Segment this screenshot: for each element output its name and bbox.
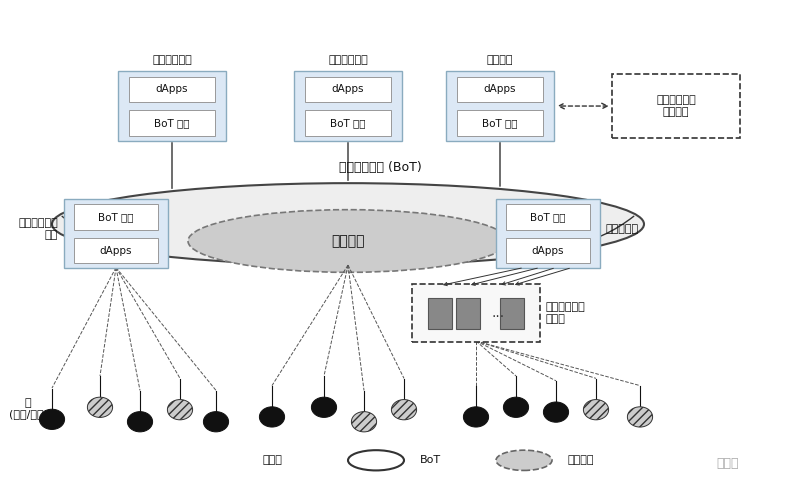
FancyBboxPatch shape <box>457 110 543 135</box>
Text: BoT 节点: BoT 节点 <box>482 118 518 128</box>
Text: 能力受限物联
网设备: 能力受限物联 网设备 <box>546 303 586 324</box>
Text: dApps: dApps <box>484 84 516 94</box>
FancyBboxPatch shape <box>457 77 543 102</box>
FancyBboxPatch shape <box>118 71 226 141</box>
FancyBboxPatch shape <box>506 204 590 229</box>
Text: BoT: BoT <box>420 455 441 465</box>
FancyBboxPatch shape <box>305 110 391 135</box>
Text: BoT 节点: BoT 节点 <box>530 212 566 222</box>
Ellipse shape <box>348 450 404 470</box>
Text: 基础设施: 基础设施 <box>331 234 365 248</box>
Ellipse shape <box>627 407 653 427</box>
Ellipse shape <box>39 409 65 429</box>
Ellipse shape <box>188 210 508 272</box>
Text: 物联网网关: 物联网网关 <box>606 224 639 234</box>
Text: BoT 节点: BoT 节点 <box>154 118 190 128</box>
Ellipse shape <box>391 400 417 420</box>
Text: 物联网区块链 (BoT): 物联网区块链 (BoT) <box>338 161 422 174</box>
FancyBboxPatch shape <box>129 110 215 135</box>
FancyBboxPatch shape <box>294 71 402 141</box>
FancyBboxPatch shape <box>456 298 480 329</box>
Text: 物联网服务器: 物联网服务器 <box>328 55 368 65</box>
Text: dApps: dApps <box>332 84 364 94</box>
Text: dApps: dApps <box>100 246 132 255</box>
FancyBboxPatch shape <box>411 284 541 342</box>
Ellipse shape <box>259 407 285 427</box>
Ellipse shape <box>311 397 337 417</box>
Text: BoT 节点: BoT 节点 <box>98 212 134 222</box>
Ellipse shape <box>351 412 377 432</box>
Text: 全功能物联网
设备: 全功能物联网 设备 <box>18 218 58 240</box>
FancyBboxPatch shape <box>64 199 168 268</box>
FancyBboxPatch shape <box>305 77 391 102</box>
FancyBboxPatch shape <box>446 71 554 141</box>
FancyBboxPatch shape <box>500 298 524 329</box>
Ellipse shape <box>543 402 569 422</box>
FancyBboxPatch shape <box>506 238 590 263</box>
Text: dApps: dApps <box>156 84 188 94</box>
FancyBboxPatch shape <box>428 298 452 329</box>
FancyBboxPatch shape <box>496 199 600 268</box>
Text: 传统物联网应
用及业务: 传统物联网应 用及业务 <box>656 95 696 117</box>
Text: 基础设施: 基础设施 <box>568 455 594 465</box>
Text: dApps: dApps <box>532 246 564 255</box>
Ellipse shape <box>463 407 489 427</box>
Ellipse shape <box>127 412 153 432</box>
Text: BoT 节点: BoT 节点 <box>330 118 366 128</box>
Text: 服务网关: 服务网关 <box>486 55 514 65</box>
FancyBboxPatch shape <box>74 238 158 263</box>
Text: 终端用户设备: 终端用户设备 <box>152 55 192 65</box>
Ellipse shape <box>496 450 552 470</box>
FancyBboxPatch shape <box>611 74 741 138</box>
Ellipse shape <box>52 183 644 265</box>
FancyBboxPatch shape <box>74 204 158 229</box>
Ellipse shape <box>203 412 229 432</box>
Text: 图例：: 图例： <box>262 455 282 465</box>
Ellipse shape <box>503 397 529 417</box>
Text: 物
(物理/虚拟): 物 (物理/虚拟) <box>9 398 47 419</box>
Text: 智东西: 智东西 <box>717 457 739 470</box>
FancyBboxPatch shape <box>129 77 215 102</box>
Ellipse shape <box>167 400 193 420</box>
Text: ...: ... <box>492 306 505 321</box>
Ellipse shape <box>87 397 113 417</box>
Ellipse shape <box>583 400 609 420</box>
